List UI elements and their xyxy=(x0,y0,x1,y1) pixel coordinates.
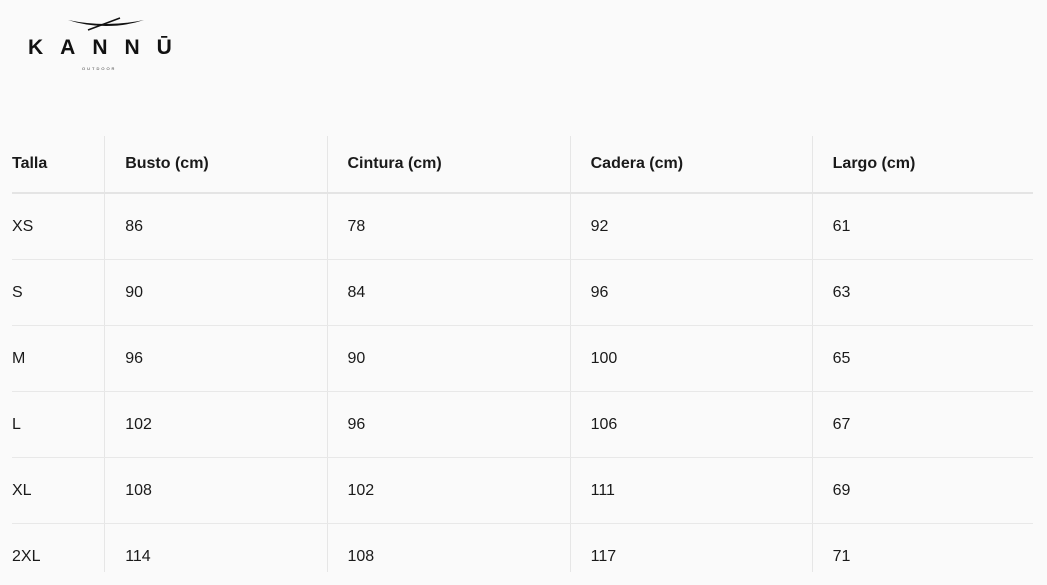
table-cell: S xyxy=(12,259,105,326)
table-row: L 102 96 106 67 xyxy=(12,391,1033,458)
table-cell: L xyxy=(12,391,105,458)
table-cell: 67 xyxy=(811,391,1033,458)
table-cell: 111 xyxy=(569,457,813,524)
table-cell: 100 xyxy=(569,325,813,392)
table-cell: 63 xyxy=(811,259,1033,326)
table-cell: 90 xyxy=(104,259,327,326)
table-cell: 90 xyxy=(326,325,571,392)
table-cell: 61 xyxy=(811,193,1033,260)
column-header: Cadera (cm) xyxy=(569,136,813,194)
table-cell: 69 xyxy=(811,457,1033,524)
table-cell: 114 xyxy=(104,523,327,572)
table-cell: 96 xyxy=(569,259,813,326)
table-row: 2XL 114 108 117 71 xyxy=(12,523,1033,572)
size-chart-table: Talla Busto (cm) Cintura (cm) Cadera (cm) La… xyxy=(12,136,1033,572)
brand-tagline: OUTDOOR xyxy=(82,66,117,71)
table-row: M 96 90 100 65 xyxy=(12,325,1033,392)
brand-name: KANNŪ xyxy=(28,36,189,59)
table-row: XS 86 78 92 61 xyxy=(12,193,1033,260)
table-cell: 117 xyxy=(569,523,813,572)
table-cell: 71 xyxy=(811,523,1033,572)
column-header: Busto (cm) xyxy=(104,136,327,194)
table-cell: 92 xyxy=(569,193,813,260)
table-cell: 102 xyxy=(326,457,571,524)
table-cell: 78 xyxy=(326,193,571,260)
table-cell: 102 xyxy=(104,391,327,458)
table-cell: 96 xyxy=(326,391,571,458)
table-cell: 86 xyxy=(104,193,327,260)
table-cell: 65 xyxy=(811,325,1033,392)
table-cell: 108 xyxy=(326,523,571,572)
column-header: Talla xyxy=(12,136,105,194)
table-header-row: Talla Busto (cm) Cintura (cm) Cadera (cm) La… xyxy=(12,136,1033,194)
table-cell: M xyxy=(12,325,105,392)
column-header: Largo (cm) xyxy=(811,136,1033,194)
canoe-icon xyxy=(68,17,144,31)
table-cell: 106 xyxy=(569,391,813,458)
table-row: XL 108 102 111 69 xyxy=(12,457,1033,524)
table-cell: 96 xyxy=(104,325,327,392)
table-cell: 84 xyxy=(326,259,571,326)
table-cell: 108 xyxy=(104,457,327,524)
table-cell: 2XL xyxy=(12,548,41,565)
column-header: Cintura (cm) xyxy=(326,136,571,194)
table-row: S 90 84 96 63 xyxy=(12,259,1033,326)
table-cell: XS xyxy=(12,193,105,260)
brand-logo: KANNŪ OUTDOOR xyxy=(26,16,176,76)
table-cell: XL xyxy=(12,457,105,524)
